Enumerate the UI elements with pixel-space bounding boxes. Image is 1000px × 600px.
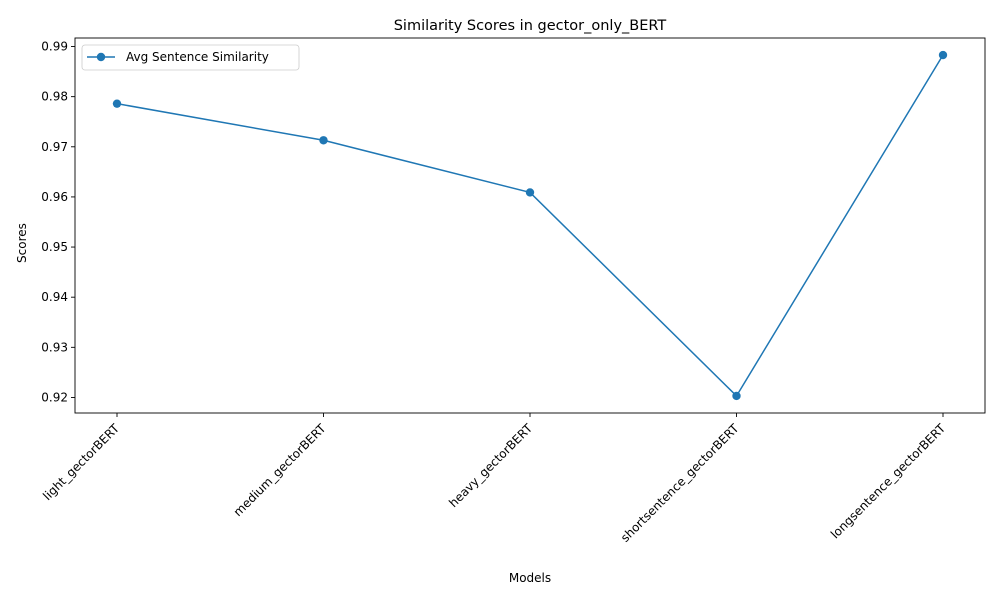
y-tick-label: 0.96 bbox=[41, 190, 68, 204]
y-axis-label: Scores bbox=[15, 223, 29, 263]
legend-marker bbox=[96, 52, 106, 62]
data-point bbox=[525, 188, 535, 197]
y-tick-label: 0.99 bbox=[41, 40, 68, 54]
y-tick-label: 0.95 bbox=[41, 240, 68, 254]
legend: Avg Sentence Similarity bbox=[81, 44, 300, 71]
y-tick-label: 0.97 bbox=[41, 140, 68, 154]
y-tick-label: 0.92 bbox=[41, 390, 68, 404]
data-point bbox=[732, 391, 741, 401]
y-tick-label: 0.94 bbox=[41, 290, 68, 304]
legend-box bbox=[81, 44, 300, 71]
data-point bbox=[319, 136, 328, 145]
chart-title: Similarity Scores in gector_only_BERT bbox=[394, 18, 667, 34]
data-point bbox=[938, 50, 948, 60]
y-tick-label: 0.98 bbox=[41, 90, 68, 104]
data-point bbox=[112, 99, 122, 108]
x-axis-label: Models bbox=[509, 571, 551, 585]
y-axis-ticks: 0.92 0.93 0.94 0.95 0.96 0.97 0.98 0.99 bbox=[41, 40, 75, 404]
series-layer bbox=[112, 50, 948, 401]
legend-label: Avg Sentence Similarity bbox=[126, 50, 269, 64]
y-tick-label: 0.93 bbox=[41, 340, 68, 354]
